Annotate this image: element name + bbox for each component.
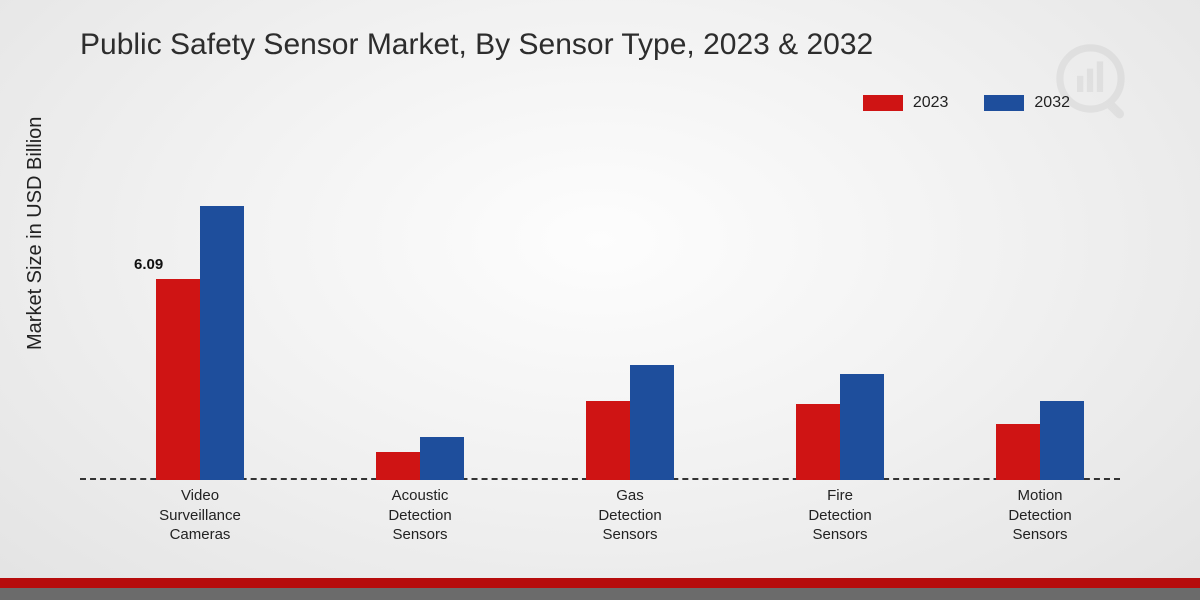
- legend-label-2032: 2032: [1034, 94, 1070, 112]
- x-tick-label: VideoSurveillanceCameras: [130, 486, 270, 545]
- x-axis-labels: VideoSurveillanceCameras AcousticDetectio…: [80, 486, 1120, 566]
- plot-area: 6.09: [80, 150, 1120, 480]
- watermark-logo-icon: [1050, 38, 1140, 128]
- x-tick-label: AcousticDetectionSensors: [350, 486, 490, 545]
- bar-2023: [376, 452, 420, 480]
- footer-bar-red: [0, 578, 1200, 588]
- legend-item-2032: 2032: [984, 94, 1070, 112]
- bar-2023: [796, 404, 840, 480]
- bar-group: [360, 437, 480, 480]
- bar-2032: [630, 365, 674, 481]
- bar-2032: [200, 206, 244, 480]
- bar-group: [780, 374, 900, 480]
- bar-2023: [996, 424, 1040, 480]
- footer-bar-grey: [0, 588, 1200, 600]
- x-tick-label: FireDetectionSensors: [770, 486, 910, 545]
- bar-group: [980, 401, 1100, 480]
- bar-2032: [840, 374, 884, 480]
- legend-swatch-2023: [863, 95, 903, 111]
- bar-2032: [420, 437, 464, 480]
- legend: 2023 2032: [863, 94, 1070, 112]
- bar-2032: [1040, 401, 1084, 480]
- x-tick-label: GasDetectionSensors: [560, 486, 700, 545]
- chart-title: Public Safety Sensor Market, By Sensor T…: [80, 28, 873, 62]
- legend-item-2023: 2023: [863, 94, 949, 112]
- legend-label-2023: 2023: [913, 94, 949, 112]
- y-axis-label: Market Size in USD Billion: [24, 117, 47, 350]
- bar-2023: [586, 401, 630, 480]
- bar-group: [570, 365, 690, 481]
- bar-group: 6.09: [140, 206, 260, 480]
- x-tick-label: MotionDetectionSensors: [970, 486, 1110, 545]
- bar-2023: [156, 279, 200, 480]
- bar-value-label: 6.09: [134, 256, 163, 273]
- legend-swatch-2032: [984, 95, 1024, 111]
